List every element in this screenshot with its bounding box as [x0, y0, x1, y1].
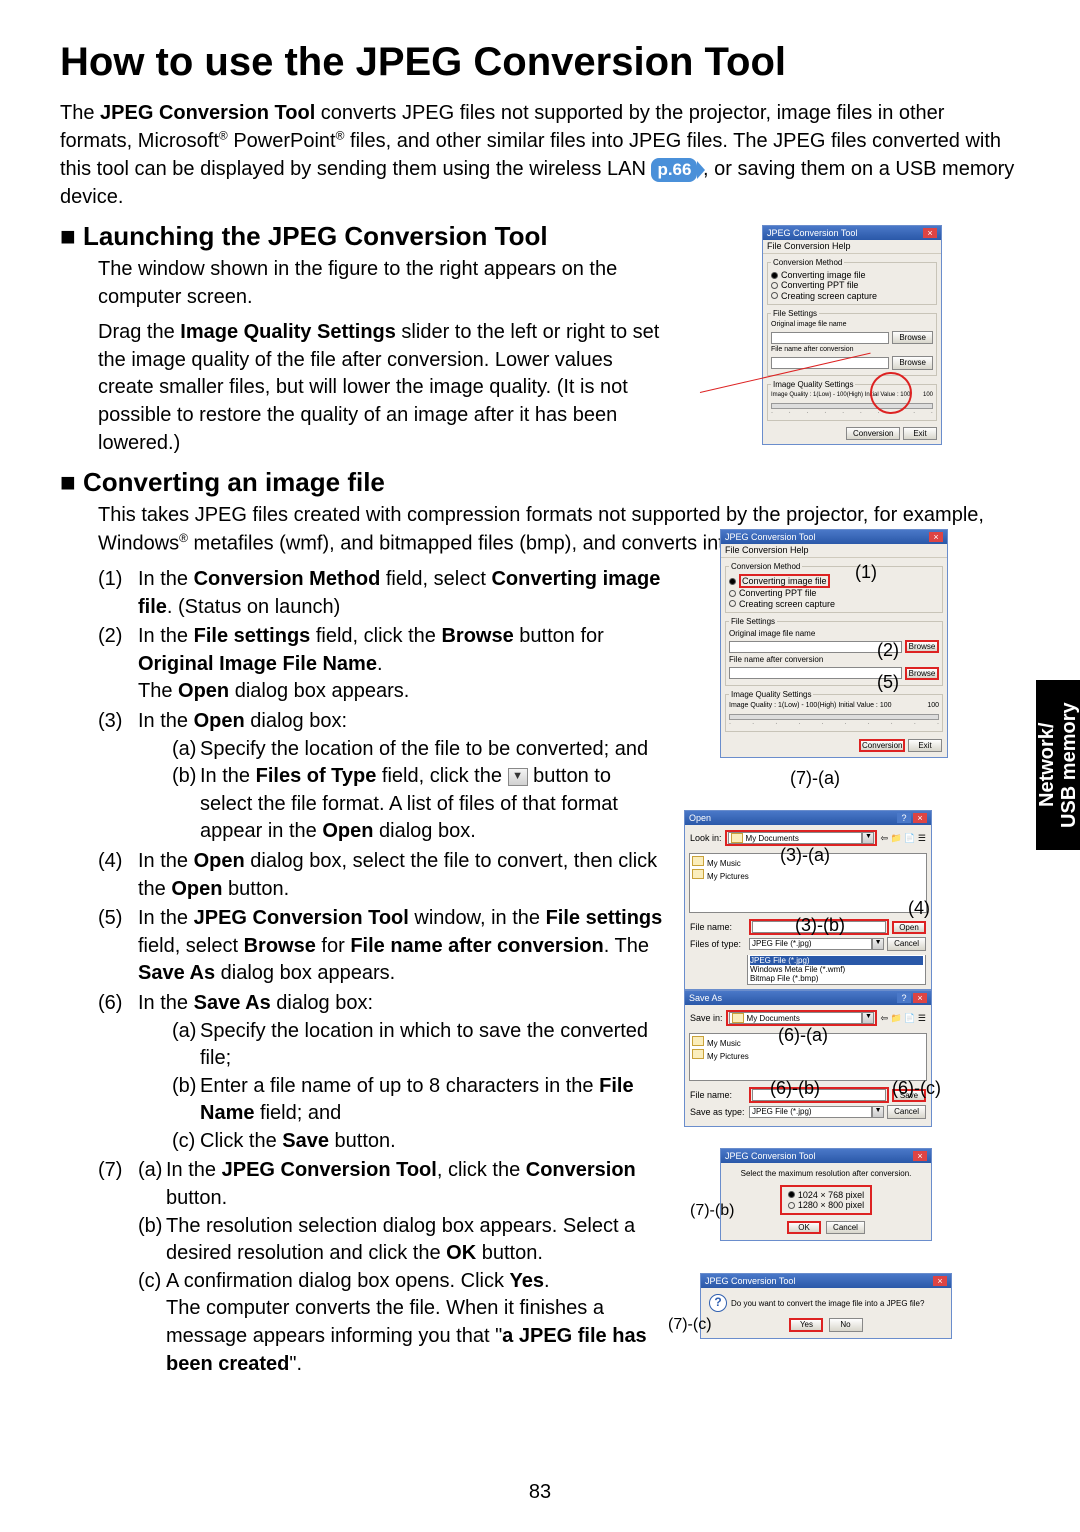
cancel-button[interactable]: Cancel [887, 1105, 926, 1118]
browse-button[interactable]: Browse [892, 356, 933, 369]
chevron-down-icon[interactable]: ▼ [872, 938, 884, 950]
page-title: How to use the JPEG Conversion Tool [60, 40, 1020, 85]
steps-list: (1) In the Conversion Method field, sele… [98, 566, 668, 1378]
dialog-open: Open?× Look in: My Documents▼ ⇦ 📁 📄 ☰ My… [684, 810, 932, 990]
dropdown-icon: ▼ [508, 768, 528, 786]
callout: (7)-(b) [690, 1202, 734, 1220]
cancel-button[interactable]: Cancel [887, 937, 926, 950]
yes-button[interactable]: Yes [789, 1318, 823, 1331]
section2-heading: Converting an image file [60, 467, 1020, 498]
conversion-button[interactable]: Conversion [846, 427, 900, 440]
callout: (1) [855, 562, 877, 583]
dialog-resolution: JPEG Conversion Tool× Select the maximum… [720, 1148, 932, 1241]
ok-button[interactable]: OK [787, 1221, 821, 1234]
exit-button[interactable]: Exit [908, 739, 942, 752]
callout: (4) [908, 898, 930, 919]
page-ref-badge: p.66 [651, 158, 697, 182]
close-icon[interactable]: × [913, 813, 927, 823]
callout: (7)-(c) [668, 1316, 712, 1334]
callout: (6)-(b) [770, 1078, 820, 1099]
dialog-confirm: JPEG Conversion Tool× ? Do you want to c… [700, 1273, 952, 1339]
page-number: 83 [0, 1481, 1080, 1504]
section1-p2: Drag the Image Quality Settings slider t… [98, 319, 668, 457]
callout: (2) [877, 640, 899, 661]
callout: (3)-(b) [795, 915, 845, 936]
close-icon[interactable]: × [929, 532, 943, 542]
browse-button[interactable]: Browse [905, 640, 939, 653]
no-button[interactable]: No [829, 1318, 863, 1331]
callout: (5) [877, 672, 899, 693]
close-icon[interactable]: × [933, 1276, 947, 1286]
callout: (6)-(c) [892, 1078, 941, 1099]
callout: (6)-(a) [778, 1025, 828, 1046]
browse-button[interactable]: Browse [892, 331, 933, 344]
callout: (3)-(a) [780, 845, 830, 866]
exit-button[interactable]: Exit [903, 427, 937, 440]
close-icon[interactable]: × [913, 1151, 927, 1161]
side-tab: Network/USB memory [1036, 680, 1080, 850]
cancel-button[interactable]: Cancel [826, 1221, 865, 1234]
section1-p1: The window shown in the figure to the ri… [98, 256, 668, 311]
intro-paragraph: The JPEG Conversion Tool converts JPEG f… [60, 99, 1020, 211]
question-icon: ? [709, 1294, 727, 1312]
dialog-jpeg-tool-small: JPEG Conversion Tool× File Conversion He… [762, 225, 942, 445]
dialog-save-as: Save As?× Save in: My Documents▼ ⇦ 📁 📄 ☰… [684, 990, 932, 1127]
callout: (7)-(a) [790, 768, 840, 789]
open-button[interactable]: Open [892, 921, 926, 934]
close-icon[interactable]: × [913, 993, 927, 1003]
conversion-button[interactable]: Conversion [859, 739, 905, 752]
dialog-jpeg-tool-large: JPEG Conversion Tool× File Conversion He… [720, 529, 948, 758]
close-icon[interactable]: × [923, 228, 937, 238]
browse-button[interactable]: Browse [905, 667, 939, 680]
